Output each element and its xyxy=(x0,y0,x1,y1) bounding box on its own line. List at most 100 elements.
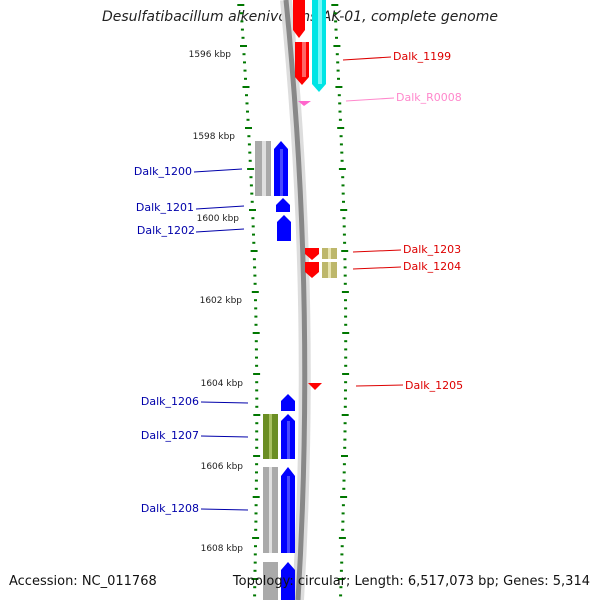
minor-tick xyxy=(241,36,245,39)
minor-tick xyxy=(255,471,258,474)
minor-tick xyxy=(248,159,252,162)
minor-tick xyxy=(337,77,340,80)
ruler-ticks-left xyxy=(237,4,261,597)
feature-dalk-1200[interactable] xyxy=(255,141,288,196)
major-tick xyxy=(338,537,346,539)
minor-tick xyxy=(255,389,259,392)
feature-dalk-1199[interactable] xyxy=(293,0,326,92)
ruler-label-1598: 1598 kbp xyxy=(193,132,236,142)
major-tick xyxy=(340,209,348,211)
minor-tick xyxy=(335,36,338,39)
ruler-label-1602: 1602 kbp xyxy=(200,296,243,306)
minor-tick xyxy=(344,364,348,367)
minor-tick xyxy=(343,397,347,400)
gray-cds-1208-shade xyxy=(269,467,272,553)
minor-tick xyxy=(338,102,342,105)
major-tick xyxy=(251,291,259,293)
red-cds-1204 xyxy=(305,262,319,278)
blue-cds-1202[interactable] xyxy=(277,215,291,241)
minor-tick xyxy=(254,315,258,318)
gene-label-dalk-1200[interactable]: Dalk_1200 xyxy=(134,165,192,178)
minor-tick xyxy=(343,446,347,449)
gene-label-dalk-1203[interactable]: Dalk_1203 xyxy=(403,243,461,256)
khaki-cds-1204-shade xyxy=(328,262,331,278)
gray-cds-bottom xyxy=(263,562,278,600)
minor-tick xyxy=(342,471,346,474)
leader-dalk-1206 xyxy=(200,401,249,404)
minor-tick xyxy=(243,61,246,64)
gene-label-dalk-1202[interactable]: Dalk_1202 xyxy=(137,224,195,237)
leader-dalk-1202 xyxy=(195,228,245,233)
minor-tick xyxy=(243,69,247,72)
feature-dalk-1207[interactable] xyxy=(263,414,295,459)
minor-tick xyxy=(344,307,348,310)
red-cds-1203 xyxy=(305,248,319,260)
major-tick xyxy=(342,332,350,334)
rna-dalk-r0008[interactable] xyxy=(298,101,311,106)
gene-label-dalk-1206[interactable]: Dalk_1206 xyxy=(141,395,199,408)
minor-tick xyxy=(245,102,249,105)
minor-tick xyxy=(254,512,258,515)
leader-lines xyxy=(193,56,404,511)
minor-tick xyxy=(247,135,251,138)
major-tick xyxy=(341,250,349,252)
red-cds-1205[interactable] xyxy=(308,383,322,390)
minor-tick xyxy=(343,430,347,433)
minor-tick xyxy=(344,381,348,384)
red-cds-dalk-1199-shade xyxy=(302,42,306,77)
minor-tick xyxy=(339,586,343,589)
minor-tick xyxy=(254,545,257,548)
feature-dalk-1204[interactable] xyxy=(305,262,337,278)
blue-cds-1201[interactable] xyxy=(276,198,290,212)
minor-tick xyxy=(249,176,253,179)
minor-tick xyxy=(342,479,346,482)
gene-label-dalk-r0008[interactable]: Dalk_R0008 xyxy=(396,91,462,104)
feature-dalk-1208[interactable] xyxy=(263,467,295,553)
major-tick xyxy=(341,291,349,293)
minor-tick xyxy=(254,479,258,482)
feature-dalk-1203[interactable] xyxy=(305,248,337,260)
minor-tick xyxy=(254,340,258,343)
minor-tick xyxy=(342,233,346,236)
leader-dalk-1207 xyxy=(200,435,249,438)
major-tick xyxy=(253,455,261,457)
minor-tick xyxy=(341,520,345,523)
ruler-label-1608: 1608 kbp xyxy=(201,544,244,554)
leader-dalk-1205 xyxy=(355,384,404,387)
minor-tick xyxy=(344,315,348,318)
minor-tick xyxy=(340,151,344,154)
minor-tick xyxy=(254,487,258,490)
gene-label-dalk-1201[interactable]: Dalk_1201 xyxy=(136,201,194,214)
gene-label-dalk-1207[interactable]: Dalk_1207 xyxy=(141,429,199,442)
minor-tick xyxy=(255,463,259,466)
minor-tick xyxy=(252,258,256,261)
major-tick xyxy=(242,86,250,88)
minor-tick xyxy=(245,94,248,97)
minor-tick xyxy=(254,528,258,531)
minor-tick xyxy=(343,266,347,269)
minor-tick xyxy=(244,77,247,80)
minor-tick xyxy=(242,53,246,56)
gene-label-dalk-1205[interactable]: Dalk_1205 xyxy=(405,379,463,392)
blue-cds-1200-shade xyxy=(280,149,283,196)
minor-tick xyxy=(249,184,253,187)
gene-label-dalk-1199[interactable]: Dalk_1199 xyxy=(393,50,451,63)
leader-dalk-r0008 xyxy=(345,97,395,102)
minor-tick xyxy=(240,28,244,31)
minor-tick xyxy=(246,110,249,113)
major-tick xyxy=(337,578,345,580)
minor-tick xyxy=(341,504,345,507)
gene-label-dalk-1208[interactable]: Dalk_1208 xyxy=(141,502,199,515)
minor-tick xyxy=(254,504,258,507)
blue-cds-1206[interactable] xyxy=(281,394,295,411)
minor-tick xyxy=(343,422,347,425)
minor-tick xyxy=(251,217,255,220)
minor-tick xyxy=(343,274,347,277)
major-tick xyxy=(341,414,349,416)
ruler-label-1596: 1596 kbp xyxy=(189,50,232,60)
major-tick xyxy=(240,45,247,47)
gene-label-dalk-1204[interactable]: Dalk_1204 xyxy=(403,260,461,273)
major-tick xyxy=(245,127,252,129)
minor-tick xyxy=(341,192,345,195)
minor-tick xyxy=(239,12,243,15)
